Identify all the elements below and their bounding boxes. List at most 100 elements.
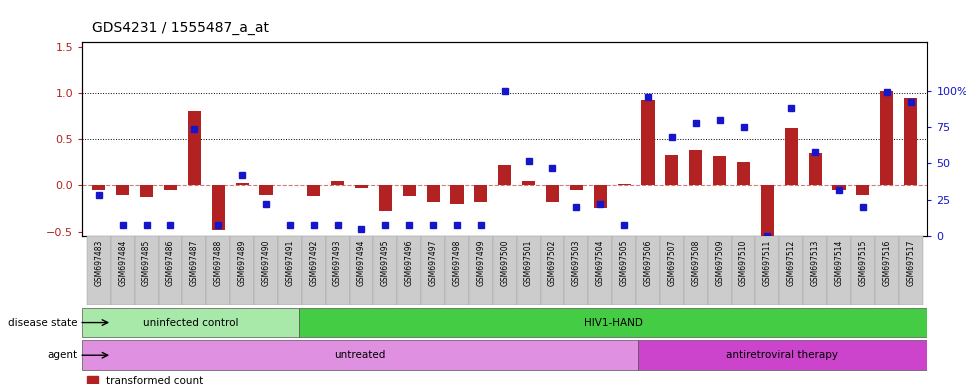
Text: antiretroviral therapy: antiretroviral therapy xyxy=(726,350,838,360)
Legend: transformed count, percentile rank within the sample: transformed count, percentile rank withi… xyxy=(87,376,282,384)
Text: HIV1-HAND: HIV1-HAND xyxy=(584,318,642,328)
Bar xyxy=(638,341,927,370)
Text: GSM697502: GSM697502 xyxy=(548,240,557,286)
Text: GSM697488: GSM697488 xyxy=(213,240,223,286)
Bar xyxy=(379,185,392,211)
Bar xyxy=(522,181,535,185)
Bar xyxy=(140,185,154,197)
Bar xyxy=(301,236,326,305)
Text: GSM697511: GSM697511 xyxy=(763,240,772,286)
Bar xyxy=(612,236,636,305)
Bar xyxy=(708,236,731,305)
Text: agent: agent xyxy=(47,350,77,360)
Bar xyxy=(260,185,272,195)
Bar xyxy=(331,181,344,185)
Bar xyxy=(898,236,923,305)
Bar xyxy=(374,236,397,305)
Bar xyxy=(570,185,582,190)
Text: GSM697486: GSM697486 xyxy=(166,240,175,286)
Bar xyxy=(737,162,750,185)
Bar xyxy=(713,156,726,185)
Text: GSM697485: GSM697485 xyxy=(142,240,151,286)
Text: GSM697510: GSM697510 xyxy=(739,240,748,286)
Text: GSM697513: GSM697513 xyxy=(810,240,819,286)
Bar xyxy=(111,236,134,305)
Bar xyxy=(87,236,111,305)
Text: GSM697506: GSM697506 xyxy=(643,240,652,286)
Bar xyxy=(517,236,541,305)
Bar xyxy=(278,236,301,305)
Text: GSM697490: GSM697490 xyxy=(262,240,270,286)
Text: GSM697516: GSM697516 xyxy=(882,240,892,286)
Bar xyxy=(689,150,702,185)
Bar xyxy=(350,236,374,305)
Text: untreated: untreated xyxy=(334,350,385,360)
Text: GSM697492: GSM697492 xyxy=(309,240,318,286)
Bar xyxy=(212,185,225,230)
Bar xyxy=(307,185,321,197)
Text: GSM697497: GSM697497 xyxy=(429,240,438,286)
Text: GSM697501: GSM697501 xyxy=(525,240,533,286)
Text: GSM697509: GSM697509 xyxy=(715,240,724,286)
Bar xyxy=(541,236,564,305)
Text: GSM697512: GSM697512 xyxy=(786,240,796,286)
Bar xyxy=(469,236,493,305)
Text: uninfected control: uninfected control xyxy=(143,318,239,328)
Bar xyxy=(880,91,894,185)
Text: GDS4231 / 1555487_a_at: GDS4231 / 1555487_a_at xyxy=(92,21,269,35)
Bar xyxy=(187,111,201,185)
Bar xyxy=(684,236,708,305)
Text: GSM697493: GSM697493 xyxy=(333,240,342,286)
Text: GSM697515: GSM697515 xyxy=(859,240,867,286)
Text: GSM697498: GSM697498 xyxy=(452,240,462,286)
Bar xyxy=(498,165,511,185)
Bar xyxy=(755,236,780,305)
Bar xyxy=(421,236,445,305)
Text: GSM697504: GSM697504 xyxy=(596,240,605,286)
Bar xyxy=(450,185,464,204)
Bar xyxy=(299,308,927,337)
Bar xyxy=(851,236,875,305)
Text: GSM697505: GSM697505 xyxy=(619,240,629,286)
Bar xyxy=(761,185,774,236)
Bar xyxy=(666,155,678,185)
Bar xyxy=(397,236,421,305)
Bar xyxy=(93,185,105,190)
Bar xyxy=(564,236,588,305)
Bar xyxy=(588,236,612,305)
Bar xyxy=(493,236,517,305)
Bar xyxy=(164,185,177,190)
Text: GSM697507: GSM697507 xyxy=(668,240,676,286)
Bar xyxy=(207,236,230,305)
Bar xyxy=(355,185,368,188)
Bar xyxy=(803,236,827,305)
Bar xyxy=(546,185,559,202)
Bar xyxy=(236,183,248,185)
Text: GSM697499: GSM697499 xyxy=(476,240,485,286)
Text: GSM697489: GSM697489 xyxy=(238,240,246,286)
Bar xyxy=(617,184,631,185)
Bar xyxy=(780,236,803,305)
Text: GSM697491: GSM697491 xyxy=(285,240,295,286)
Bar xyxy=(594,185,607,209)
Bar xyxy=(833,185,845,190)
Bar xyxy=(660,236,684,305)
Bar xyxy=(636,236,660,305)
Text: GSM697517: GSM697517 xyxy=(906,240,915,286)
Bar xyxy=(904,98,917,185)
Bar xyxy=(474,185,488,202)
Text: GSM697494: GSM697494 xyxy=(357,240,366,286)
Bar xyxy=(254,236,278,305)
Text: GSM697487: GSM697487 xyxy=(190,240,199,286)
Bar xyxy=(427,185,440,202)
Bar xyxy=(82,341,638,370)
Bar xyxy=(445,236,469,305)
Text: GSM697500: GSM697500 xyxy=(500,240,509,286)
Bar xyxy=(230,236,254,305)
Text: GSM697483: GSM697483 xyxy=(95,240,103,286)
Bar xyxy=(116,185,129,195)
Bar xyxy=(134,236,158,305)
Bar xyxy=(82,308,299,337)
Bar xyxy=(183,236,207,305)
Text: GSM697496: GSM697496 xyxy=(405,240,413,286)
